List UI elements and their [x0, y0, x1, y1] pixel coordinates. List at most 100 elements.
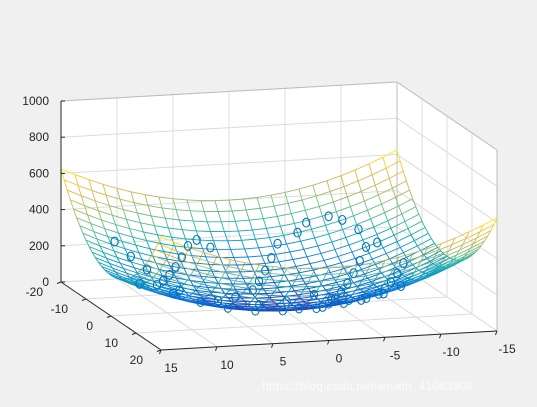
- x-tick-mark: [383, 337, 386, 342]
- mesh-segment: [308, 275, 313, 282]
- mesh-segment: [249, 277, 254, 284]
- mesh-segment: [322, 279, 337, 282]
- mesh-segment: [314, 267, 330, 270]
- mesh-segment: [177, 289, 193, 295]
- mesh-segment: [162, 207, 177, 211]
- mesh-segment: [325, 220, 340, 226]
- mesh-segment: [470, 243, 474, 249]
- mesh-segment: [233, 256, 248, 258]
- mesh-segment: [158, 196, 163, 209]
- mesh-segment: [183, 279, 188, 284]
- mesh-segment: [135, 244, 150, 250]
- mesh-segment: [203, 211, 208, 222]
- mesh-segment: [170, 278, 185, 285]
- mesh-segment: [317, 241, 332, 247]
- mesh-segment: [122, 209, 127, 220]
- mesh-segment: [347, 190, 362, 198]
- mesh-segment: [410, 234, 415, 241]
- mesh-segment: [487, 230, 492, 237]
- mesh-segment: [314, 237, 319, 247]
- mesh-segment: [185, 253, 201, 260]
- scatter-point: [337, 287, 346, 298]
- mesh-segment: [296, 305, 311, 308]
- mesh-segment: [126, 272, 130, 278]
- scatter-point: [165, 269, 174, 280]
- mesh-segment: [315, 195, 320, 207]
- x-tick-mark: [439, 333, 442, 339]
- mesh-segment: [368, 253, 373, 260]
- scatter-point: [302, 217, 311, 228]
- mesh-segment: [319, 284, 334, 287]
- mesh-segment: [105, 257, 110, 264]
- mesh-segment: [63, 179, 79, 186]
- mesh-segment: [175, 209, 180, 221]
- scatter-point: [223, 302, 233, 313]
- mesh-segment: [266, 291, 281, 294]
- scatter-point: [267, 253, 276, 263]
- mesh-segment: [292, 259, 297, 267]
- mesh-segment: [396, 234, 412, 243]
- mesh-segment: [138, 271, 154, 278]
- mesh-segment: [66, 189, 71, 201]
- mesh-segment: [470, 240, 485, 249]
- mesh-segment: [168, 227, 183, 231]
- mesh-segment: [329, 272, 334, 279]
- scatter-point: [294, 303, 304, 314]
- mesh-segment: [107, 272, 123, 280]
- mesh-segment: [412, 198, 417, 207]
- mesh-segment: [221, 306, 236, 310]
- mesh-segment: [325, 303, 340, 307]
- mesh-segment: [381, 260, 386, 268]
- mesh-segment: [230, 249, 235, 258]
- mesh-segment: [136, 212, 141, 223]
- mesh-segment: [256, 197, 261, 209]
- mesh-segment: [216, 249, 221, 258]
- x-tick-label: 10: [220, 358, 234, 372]
- mesh-segment: [339, 266, 344, 274]
- mesh-segment: [297, 307, 312, 310]
- mesh-segment: [151, 289, 166, 296]
- mesh-segment: [423, 247, 438, 256]
- mesh-segment: [187, 279, 202, 285]
- mesh-segment: [123, 278, 138, 286]
- mesh-segment: [403, 266, 418, 272]
- mesh-segment: [159, 269, 174, 273]
- mesh-segment: [186, 199, 202, 202]
- mesh-segment: [132, 236, 137, 246]
- mesh-segment: [290, 213, 295, 224]
- mesh-segment: [267, 268, 283, 271]
- mesh-segment: [306, 256, 311, 264]
- mesh-segment: [143, 283, 158, 290]
- mesh-segment: [193, 301, 208, 306]
- mesh-segment: [265, 228, 270, 238]
- mesh-segment: [426, 270, 442, 278]
- mesh-segment: [342, 264, 358, 268]
- mesh-segment: [328, 289, 343, 294]
- mesh-segment: [318, 206, 323, 217]
- mesh-segment: [493, 217, 498, 225]
- mesh-segment: [238, 308, 253, 311]
- mesh-segment: [295, 295, 300, 301]
- mesh-segment: [361, 278, 376, 282]
- mesh-segment: [337, 251, 353, 257]
- mesh-segment: [274, 202, 289, 207]
- mesh-segment: [357, 180, 362, 192]
- mesh-segment: [91, 252, 96, 258]
- mesh-segment: [360, 191, 365, 202]
- mesh-segment: [439, 259, 454, 267]
- box-edge: [396, 81, 498, 151]
- mesh-segment: [97, 210, 102, 221]
- mesh-segment: [214, 200, 219, 212]
- mesh-segment: [417, 261, 422, 268]
- mesh-segment: [323, 256, 339, 261]
- mesh-segment: [60, 168, 65, 180]
- mesh-segment: [263, 215, 278, 220]
- mesh-segment: [224, 230, 239, 233]
- mesh-segment: [298, 184, 314, 190]
- mesh-segment: [214, 199, 230, 202]
- mesh-segment: [300, 237, 315, 242]
- mesh-segment: [356, 218, 371, 225]
- mesh-segment: [326, 180, 331, 192]
- scatter-point: [135, 278, 144, 289]
- mesh-segment: [381, 263, 397, 268]
